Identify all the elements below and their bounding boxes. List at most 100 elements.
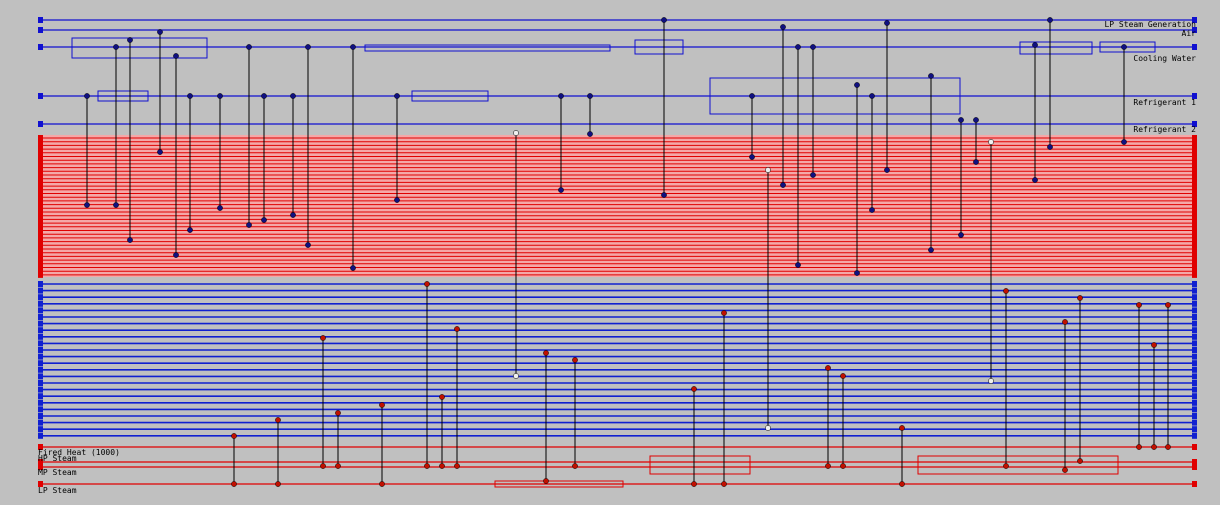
match-node — [661, 192, 667, 198]
exchanger-box — [917, 455, 1119, 475]
stream-end — [1192, 27, 1197, 33]
stream-end — [38, 238, 43, 245]
utility-label: Fired Heat (1000) — [38, 448, 120, 457]
stream-end — [38, 27, 43, 33]
stream-end — [38, 353, 43, 360]
stream-end — [1192, 459, 1197, 465]
stream-end — [38, 242, 43, 249]
stream-end — [1192, 93, 1197, 99]
match-node — [780, 24, 786, 30]
stream-end — [1192, 393, 1197, 400]
stream-end — [1192, 183, 1197, 190]
match-node — [187, 227, 193, 233]
match-node — [958, 232, 964, 238]
match-node — [869, 93, 875, 99]
match-node — [1032, 177, 1038, 183]
match-node — [587, 131, 593, 137]
stream-end — [1192, 347, 1197, 353]
match-node — [558, 93, 564, 99]
match-node — [765, 167, 771, 173]
stream-end — [1192, 333, 1197, 340]
stream-end — [38, 160, 43, 167]
stream-end — [1192, 201, 1197, 208]
stream-end — [1192, 366, 1197, 373]
stream-end — [1192, 135, 1197, 141]
stream-end — [1192, 223, 1197, 230]
match-node — [854, 270, 860, 276]
match-node — [1165, 302, 1171, 308]
stream-end — [38, 194, 43, 201]
stream-end — [1192, 231, 1197, 238]
stream-end — [38, 347, 43, 353]
match-node — [795, 262, 801, 268]
stream-end — [1192, 194, 1197, 201]
utility-label: LP Steam — [38, 486, 77, 495]
match-node — [1151, 342, 1157, 348]
stream-end — [38, 227, 43, 234]
stream-end — [1192, 257, 1197, 264]
stream-end — [1192, 138, 1197, 145]
stream-end — [38, 216, 43, 223]
stream-end — [1192, 227, 1197, 234]
stream-end — [38, 327, 43, 334]
stream-end — [1192, 157, 1197, 164]
match-node — [1062, 467, 1068, 473]
match-node — [1151, 444, 1157, 450]
match-node — [661, 17, 667, 23]
match-node — [691, 386, 697, 392]
match-node — [795, 44, 801, 50]
stream-end — [1192, 238, 1197, 245]
stream-end — [1192, 249, 1197, 256]
utility-label: Cooling Water — [1133, 54, 1196, 63]
match-node — [439, 463, 445, 469]
stream-end — [38, 444, 43, 450]
match-node — [988, 139, 994, 145]
match-node — [350, 44, 356, 50]
match-node — [572, 357, 578, 363]
stream-end — [38, 393, 43, 400]
stream-end — [38, 17, 43, 23]
match-node — [261, 93, 267, 99]
match-node — [320, 335, 326, 341]
match-node — [157, 149, 163, 155]
match-node — [127, 37, 133, 43]
utility-label: Refrigerant 1 — [1133, 98, 1196, 107]
stream-end — [38, 464, 43, 470]
match-node — [1121, 44, 1127, 50]
stream-end — [38, 234, 43, 241]
stream-end — [1192, 216, 1197, 223]
match-node — [513, 130, 519, 136]
stream-end — [38, 366, 43, 373]
exchanger-box — [494, 480, 624, 488]
stream-end — [38, 432, 43, 439]
stream-end — [38, 320, 43, 327]
stream-end — [38, 253, 43, 260]
match-node — [721, 481, 727, 487]
match-node — [305, 44, 311, 50]
match-node — [84, 93, 90, 99]
stream-end — [38, 201, 43, 208]
match-node — [899, 425, 905, 431]
match-node — [884, 20, 890, 26]
exchanger-box — [1099, 41, 1156, 53]
match-node — [424, 463, 430, 469]
match-node — [1047, 17, 1053, 23]
match-node — [840, 373, 846, 379]
match-node — [928, 73, 934, 79]
match-node — [973, 117, 979, 123]
stream-end — [1192, 121, 1197, 127]
stream-end — [1192, 481, 1197, 487]
match-node — [261, 217, 267, 223]
match-node — [765, 425, 771, 431]
stream-end — [38, 249, 43, 256]
match-node — [869, 207, 875, 213]
stream-end — [38, 44, 43, 50]
stream-end — [38, 264, 43, 271]
stream-end — [1192, 314, 1197, 320]
stream-end — [1192, 146, 1197, 153]
stream-end — [38, 373, 43, 380]
match-node — [84, 202, 90, 208]
match-node — [335, 463, 341, 469]
match-node — [1165, 444, 1171, 450]
